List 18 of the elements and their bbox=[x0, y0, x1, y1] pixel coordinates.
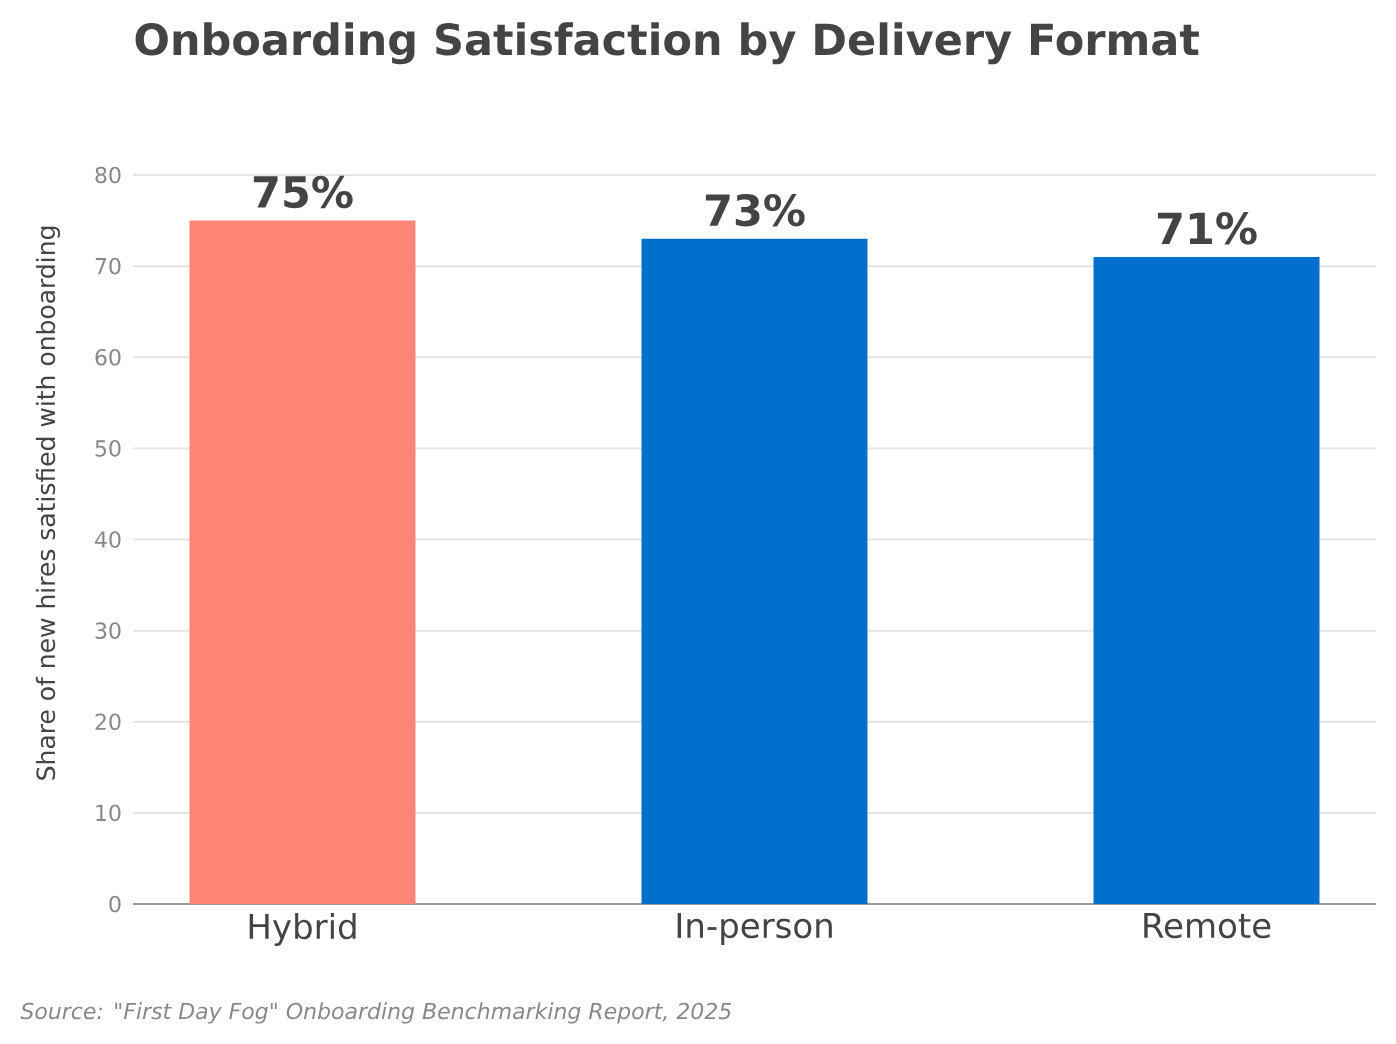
y-tick-label: 70 bbox=[95, 257, 121, 275]
y-tick-label: 30 bbox=[95, 622, 121, 639]
source-note: Source: "First Day Fog" Onboarding Benchmarking Report, 2025 bbox=[20, 1002, 732, 1024]
y-tick-label: 40 bbox=[95, 531, 121, 548]
y-tick-label: 60 bbox=[95, 348, 121, 366]
data-label: 75% bbox=[253, 175, 353, 209]
y-tick-label: 10 bbox=[96, 804, 121, 822]
y-tick-label: 20 bbox=[95, 713, 121, 731]
x-tick-label: Hybrid bbox=[249, 913, 356, 946]
x-tick-label: Remote bbox=[1144, 913, 1271, 939]
y-tick-label: 50 bbox=[95, 440, 121, 457]
data-label: 71% bbox=[1157, 212, 1257, 245]
chart-title: Onboarding Satisfaction by Delivery Format bbox=[135, 22, 1199, 65]
data-label: 73% bbox=[705, 193, 805, 227]
y-tick-label: 0 bbox=[109, 895, 121, 913]
y-axis-title: Share of new hires satisfied with onboarding bbox=[35, 226, 61, 780]
y-tick-label: 80 bbox=[95, 166, 121, 184]
x-tick-label: In-person bbox=[677, 913, 832, 945]
